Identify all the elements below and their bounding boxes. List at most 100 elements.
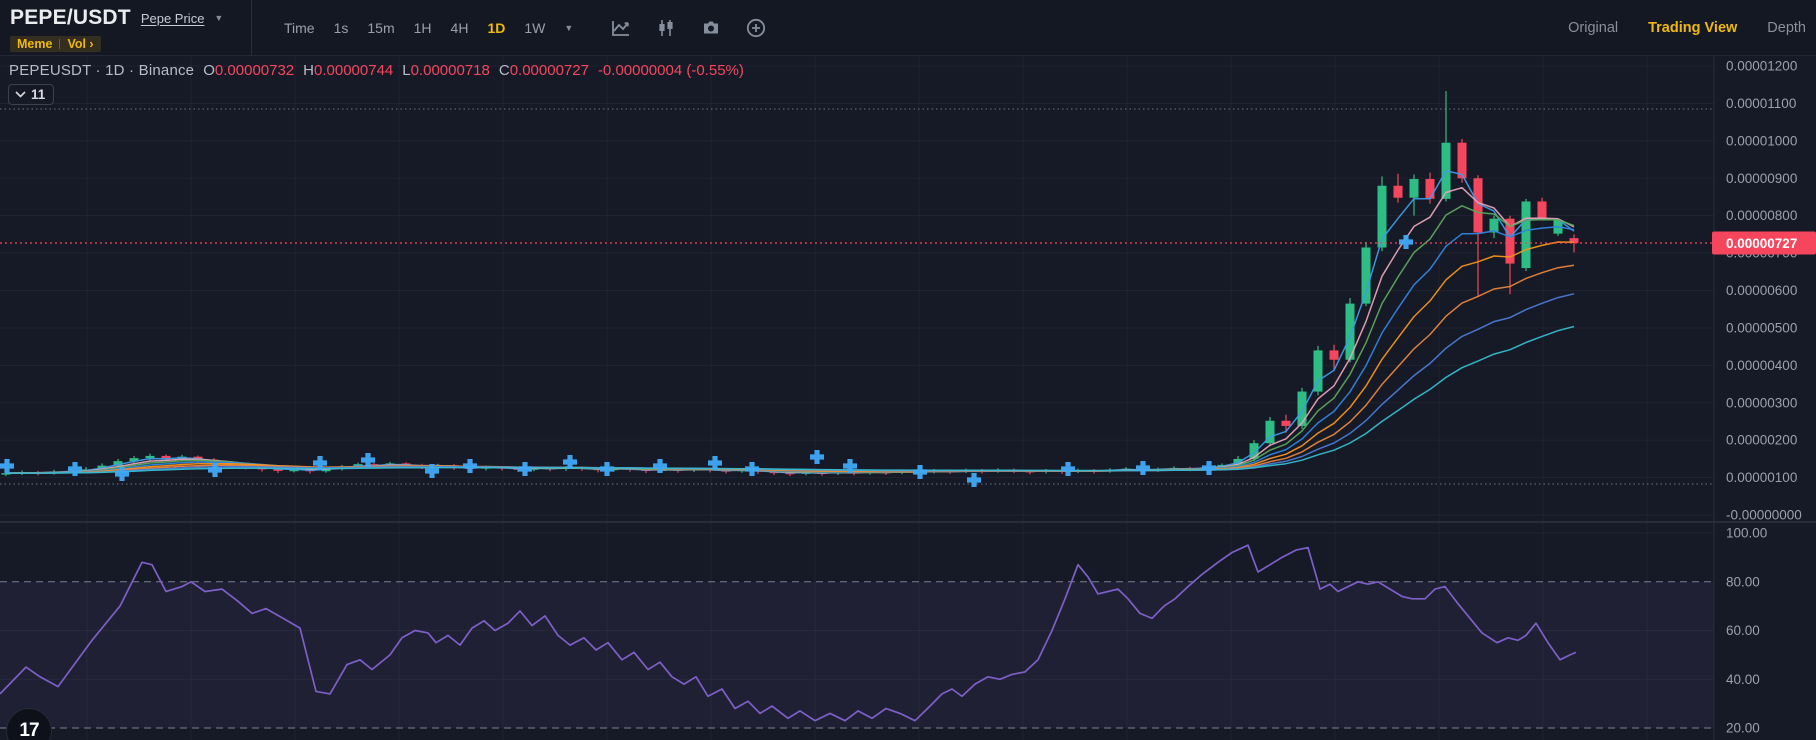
camera-icon[interactable]: [701, 18, 721, 38]
oscillator-axis-label: 40.00: [1726, 672, 1760, 687]
pair-info[interactable]: PEPEUSDT · 1D · Binance: [9, 62, 195, 79]
ma-line-14: [5, 241, 1575, 474]
candle-body: [1249, 443, 1259, 459]
timeframe-time[interactable]: Time: [284, 19, 315, 36]
candle-body: [113, 461, 123, 466]
candle-body: [1377, 185, 1387, 248]
chart-area: 0.00001200 0.00001100 0.00001000 0.00000900…: [0, 56, 1816, 740]
ohlc-open: O0.00000732: [203, 62, 295, 79]
candle-body: [1393, 185, 1403, 198]
timeframe-1s[interactable]: 1s: [333, 19, 349, 36]
ma-line-40: [6, 325, 1575, 474]
price-axis-label: 0.00001100: [1726, 96, 1796, 111]
timeframe-4h[interactable]: 4H: [450, 19, 469, 36]
price-axis-label: 0.00000300: [1726, 395, 1797, 410]
candle-body: [1313, 350, 1323, 392]
candle-body: [1265, 420, 1275, 444]
trade-marker-icon[interactable]: [653, 459, 668, 473]
ohlc-legend: PEPEUSDT · 1D · Binance O0.00000732 H0.0…: [9, 62, 744, 79]
price-chart-canvas[interactable]: 0.00001200 0.00001100 0.00001000 0.00000900…: [0, 56, 1816, 740]
candle-body: [1329, 350, 1339, 360]
trade-marker-icon[interactable]: [913, 465, 928, 479]
candle-body: [1425, 179, 1435, 199]
trade-marker-icon[interactable]: [313, 456, 327, 470]
trade-marker-icon[interactable]: [425, 464, 439, 478]
symbol-dropdown-caret[interactable]: ▼: [214, 13, 224, 23]
timeframe-1w[interactable]: 1W: [524, 19, 546, 36]
trade-marker-icon[interactable]: [967, 473, 982, 487]
ohlc-low: L0.00000718: [402, 62, 490, 79]
price-axis-label: 0.00001200: [1726, 59, 1797, 74]
trade-marker-icon[interactable]: [463, 459, 477, 473]
oscillator-axis-label: 20.00: [1726, 721, 1760, 736]
timeframe-1h[interactable]: 1H: [413, 19, 432, 36]
price-axis-label: 0.00000500: [1726, 320, 1797, 335]
ma-line-28: [6, 293, 1575, 474]
price-axis-label: 0.00000800: [1726, 208, 1797, 223]
candle-body: [1489, 218, 1499, 233]
trade-marker-icon[interactable]: [810, 450, 825, 464]
symbol-tags: Meme Vol ›: [10, 36, 101, 52]
ohlc-high: H0.00000744: [303, 62, 394, 79]
price-axis-label: 0.00000900: [1726, 171, 1797, 186]
trade-marker-icon[interactable]: [208, 463, 222, 477]
current-price-tag[interactable]: [1712, 231, 1816, 255]
trade-marker-icon[interactable]: [843, 459, 858, 473]
timeframe-dropdown-caret[interactable]: ▼: [564, 22, 574, 33]
candle-body: [273, 469, 283, 471]
candle-body: [161, 455, 171, 459]
price-axis-label: -0.00000000: [1726, 508, 1802, 523]
trade-marker-icon[interactable]: [1202, 461, 1216, 475]
chevron-down-icon: [15, 91, 26, 98]
candle-body: [1297, 391, 1307, 426]
trade-marker-icon[interactable]: [361, 453, 375, 467]
price-axis-label: 0.00000400: [1726, 358, 1797, 373]
oscillator-axis-label: 80.00: [1726, 574, 1760, 589]
view-mode-trading-view[interactable]: Trading View: [1648, 19, 1738, 36]
candle-body: [1521, 201, 1531, 269]
timeframe-15m[interactable]: 15m: [367, 19, 395, 36]
view-mode-original[interactable]: Original: [1568, 19, 1619, 36]
trade-marker-icon[interactable]: [1136, 461, 1150, 475]
oscillator-axis-label: 100.00: [1726, 526, 1767, 541]
tradingview-logo-glyph: 17: [19, 720, 39, 740]
oscillator-band: [0, 581, 1714, 728]
trade-marker-icon[interactable]: [745, 462, 760, 476]
trade-marker-icon[interactable]: [1061, 462, 1075, 476]
symbol-title: PEPE/USDT: [10, 6, 131, 29]
top-header: PEPE/USDT Pepe Price ▼ Meme Vol › Time 1s 1…: [0, 0, 1816, 56]
symbol-block: PEPE/USDT Pepe Price ▼ Meme Vol ›: [0, 0, 252, 55]
trade-marker-icon[interactable]: [115, 467, 129, 481]
candle-body: [369, 464, 379, 466]
candle-body: [1345, 303, 1355, 360]
timeframe-1d[interactable]: 1D: [487, 19, 506, 36]
trade-marker-icon[interactable]: [563, 455, 578, 469]
price-axis-label: 0.00000600: [1726, 283, 1797, 298]
ohlc-change: -0.00000004 (-0.55%): [597, 62, 744, 79]
candle-body: [129, 458, 139, 462]
tag-meme[interactable]: Meme: [17, 37, 53, 51]
trade-marker-icon[interactable]: [68, 462, 82, 476]
tag-separator: [59, 39, 61, 49]
price-axis-label: 0.00001000: [1726, 133, 1797, 148]
candle-body: [1457, 142, 1467, 179]
oscillator-line: [0, 544, 1577, 722]
chart-tools-group: [611, 0, 766, 55]
trade-marker-icon[interactable]: [0, 459, 14, 473]
candle-body: [1361, 247, 1371, 304]
add-circle-icon[interactable]: [746, 18, 766, 38]
indicator-count: 11: [31, 87, 46, 102]
trade-marker-icon[interactable]: [1399, 235, 1413, 249]
trade-marker-icon[interactable]: [708, 456, 723, 470]
candlestick-icon[interactable]: [656, 18, 676, 38]
price-axis-label: 0.00000200: [1726, 433, 1797, 448]
oscillator-axis-label: 60.00: [1726, 623, 1760, 638]
price-link[interactable]: Pepe Price: [140, 10, 205, 26]
view-mode-depth[interactable]: Depth: [1767, 19, 1806, 36]
trade-marker-icon[interactable]: [518, 462, 533, 476]
indicators-collapse-badge[interactable]: 11: [8, 84, 55, 105]
line-chart-icon[interactable]: [611, 18, 631, 38]
candle-body: [1, 473, 11, 475]
trade-marker-icon[interactable]: [600, 462, 615, 476]
tag-vol[interactable]: Vol ›: [67, 37, 94, 51]
